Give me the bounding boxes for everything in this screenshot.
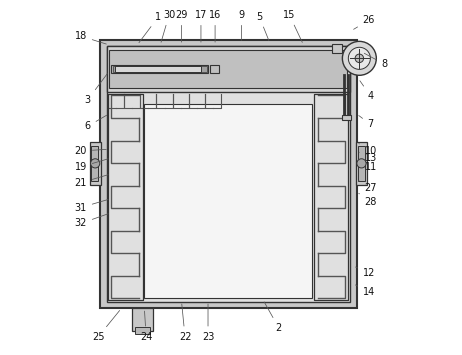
Text: 6: 6: [85, 115, 107, 131]
Text: 1: 1: [139, 12, 162, 43]
Text: 28: 28: [359, 193, 377, 207]
Text: 19: 19: [74, 159, 108, 172]
Text: 15: 15: [283, 10, 302, 42]
Circle shape: [342, 42, 377, 75]
Text: 24: 24: [140, 311, 152, 342]
Bar: [107, 46, 350, 92]
Bar: [314, 94, 348, 300]
Bar: [342, 115, 351, 120]
Text: 10: 10: [359, 144, 377, 156]
Bar: [109, 50, 347, 88]
Circle shape: [355, 54, 364, 62]
Text: 13: 13: [359, 152, 377, 163]
Text: 17: 17: [195, 10, 207, 42]
Bar: [135, 327, 150, 334]
Text: 29: 29: [175, 10, 188, 42]
Bar: [113, 66, 207, 72]
Bar: [108, 94, 143, 300]
Text: 27: 27: [359, 181, 377, 193]
Bar: [210, 65, 219, 73]
Text: 7: 7: [359, 115, 374, 130]
Bar: [144, 104, 312, 299]
Text: 30: 30: [161, 10, 175, 42]
Circle shape: [91, 159, 100, 168]
Bar: [100, 40, 357, 308]
Text: 18: 18: [74, 31, 106, 44]
Text: 14: 14: [355, 285, 375, 297]
Circle shape: [348, 47, 371, 69]
Text: 21: 21: [74, 175, 108, 188]
Text: 11: 11: [359, 159, 377, 172]
Text: 16: 16: [209, 10, 221, 42]
Text: 22: 22: [179, 304, 191, 342]
Bar: [132, 308, 153, 331]
Text: 12: 12: [356, 267, 375, 278]
Text: 9: 9: [238, 10, 245, 40]
Text: 3: 3: [85, 73, 107, 105]
Text: 25: 25: [92, 311, 120, 342]
Bar: [111, 65, 208, 73]
Text: 31: 31: [74, 200, 108, 213]
Text: 5: 5: [256, 12, 269, 40]
Bar: [314, 94, 348, 300]
Text: 23: 23: [202, 304, 214, 342]
Circle shape: [357, 159, 366, 168]
Bar: [115, 66, 201, 72]
Text: 8: 8: [364, 53, 388, 69]
Bar: [90, 142, 101, 185]
Text: 32: 32: [74, 214, 108, 229]
Text: 4: 4: [360, 81, 374, 101]
Bar: [91, 146, 98, 181]
Bar: [332, 44, 342, 53]
Text: 26: 26: [353, 15, 375, 29]
Text: 2: 2: [264, 302, 282, 333]
Bar: [356, 142, 367, 185]
Bar: [108, 94, 143, 300]
Bar: [107, 46, 350, 302]
Text: 20: 20: [74, 146, 106, 156]
Bar: [359, 146, 365, 181]
